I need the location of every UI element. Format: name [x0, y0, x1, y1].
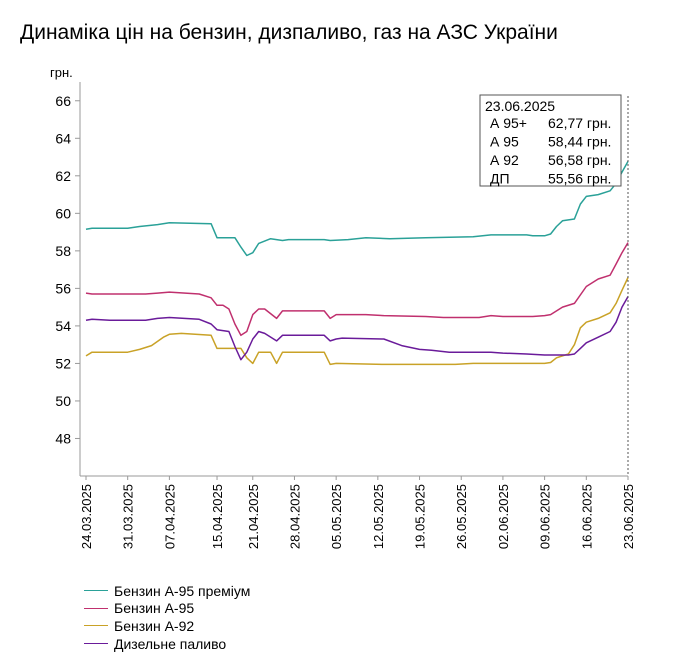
- legend-label: Дизельне паливо: [114, 635, 227, 652]
- tooltip-row-value: 62,77 грн.: [548, 115, 611, 131]
- tooltip-row-label: А 95+: [490, 115, 527, 131]
- series-line-3[interactable]: [85, 277, 629, 366]
- tooltip-row-label: А 95: [490, 134, 519, 150]
- legend-item-diesel[interactable]: Дизельне паливо: [84, 635, 250, 653]
- series-line-2[interactable]: [85, 242, 629, 337]
- series-line-1[interactable]: [85, 161, 629, 257]
- legend-swatch: [84, 643, 108, 645]
- legend-item-a95-premium[interactable]: Бензин А-95 преміум: [84, 582, 250, 600]
- tooltip-row-value: 55,56 грн.: [548, 171, 611, 187]
- legend-swatch: [84, 607, 108, 609]
- tooltip-row-value: 58,44 грн.: [548, 134, 611, 150]
- x-tick-label: 24.03.2025: [79, 484, 94, 549]
- x-tick-label: 31.03.2025: [121, 484, 136, 549]
- y-tick-label: 56: [55, 280, 71, 296]
- x-tick-label: 12.05.2025: [371, 484, 386, 549]
- x-tick-label: 02.06.2025: [496, 484, 511, 549]
- legend-label: Бензин А-95: [114, 600, 195, 617]
- y-axis-unit-label: грн.: [50, 65, 73, 80]
- legend-item-a92[interactable]: Бензин А-92: [84, 617, 250, 635]
- legend-item-a95[interactable]: Бензин А-95: [84, 600, 250, 618]
- x-tick-label: 23.06.2025: [621, 484, 636, 549]
- legend-label: Бензин А-95 преміум: [114, 582, 251, 599]
- x-tick-label: 21.04.2025: [246, 484, 261, 549]
- tooltip-row-label: ДП: [490, 171, 510, 187]
- y-tick-label: 48: [55, 430, 71, 446]
- tooltip-row-value: 56,58 грн.: [548, 152, 611, 168]
- chart-legend: Бензин А-95 преміум Бензин А-95 Бензин А…: [84, 582, 250, 652]
- y-tick-label: 62: [55, 168, 71, 184]
- page-title: Динаміка цін на бензин, дизпаливо, газ н…: [20, 21, 558, 44]
- tooltip-box: [479, 94, 622, 187]
- tooltip-date: 23.06.2025: [485, 98, 555, 114]
- x-tick-label: 09.06.2025: [538, 484, 553, 549]
- legend-swatch: [84, 590, 108, 592]
- x-tick-label: 19.05.2025: [413, 484, 428, 549]
- y-tick-label: 64: [55, 130, 71, 146]
- legend-label: Бензин А-92: [114, 617, 195, 634]
- y-tick-label: 50: [55, 393, 71, 409]
- y-tick-label: 60: [55, 205, 71, 221]
- series-line-4[interactable]: [85, 296, 629, 361]
- legend-swatch: [84, 625, 108, 627]
- tooltip-row-label: А 92: [490, 152, 519, 168]
- y-tick-label: 52: [55, 355, 71, 371]
- y-tick-label: 66: [55, 93, 71, 109]
- x-tick-label: 16.06.2025: [579, 484, 594, 549]
- x-tick-label: 26.05.2025: [454, 484, 469, 549]
- x-tick-label: 07.04.2025: [162, 484, 177, 549]
- x-tick-label: 05.05.2025: [329, 484, 344, 549]
- y-tick-label: 54: [55, 318, 71, 334]
- x-tick-label: 28.04.2025: [287, 484, 302, 549]
- y-tick-label: 58: [55, 243, 71, 259]
- x-tick-label: 15.04.2025: [210, 484, 225, 549]
